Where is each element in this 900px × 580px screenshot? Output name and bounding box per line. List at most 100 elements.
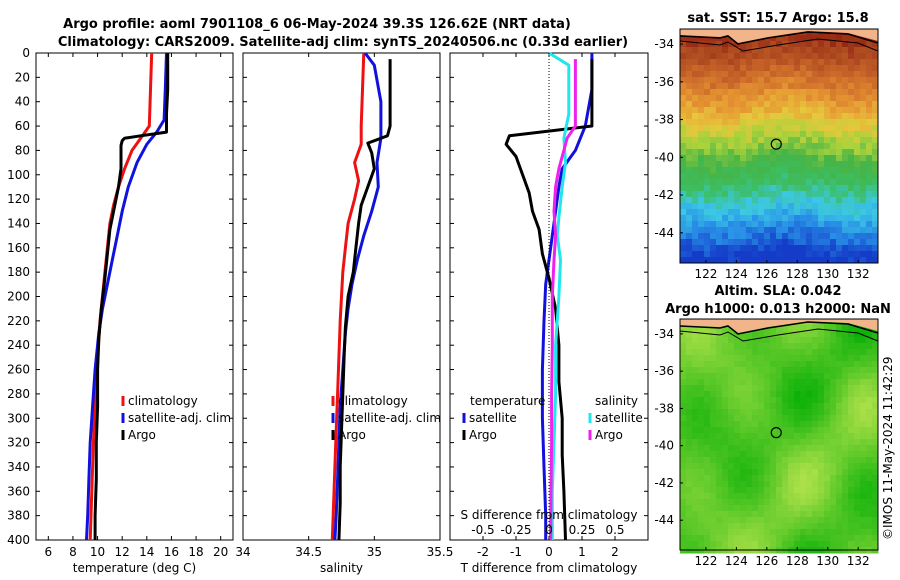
map-cell xyxy=(710,529,717,536)
map-cell xyxy=(716,331,723,338)
map-cell xyxy=(734,203,741,210)
map-cell xyxy=(734,487,741,494)
map-cell xyxy=(866,367,873,374)
map-cell xyxy=(812,385,819,392)
map-cell xyxy=(806,337,813,344)
map-cell xyxy=(830,517,837,524)
map-cell xyxy=(788,523,795,530)
map-cell xyxy=(746,385,753,392)
map-cell xyxy=(824,251,831,258)
map-cell xyxy=(770,107,777,114)
map-cell xyxy=(782,463,789,470)
map-cell xyxy=(686,107,693,114)
map-cell xyxy=(734,113,741,120)
map-cell xyxy=(818,191,825,198)
map-cell xyxy=(812,137,819,144)
map-cell xyxy=(710,403,717,410)
map-cell xyxy=(836,131,843,138)
map-cell xyxy=(872,131,879,138)
map-cell xyxy=(776,77,783,84)
map-cell xyxy=(686,517,693,524)
map-cell xyxy=(704,149,711,156)
map-cell xyxy=(746,403,753,410)
map-cell xyxy=(716,463,723,470)
map-cell xyxy=(806,367,813,374)
map-cell xyxy=(770,83,777,90)
map-cell xyxy=(806,499,813,506)
x-tick-label: 20 xyxy=(213,545,228,559)
s-axis-label: S difference from climatology xyxy=(461,508,638,522)
map-cell xyxy=(746,391,753,398)
y-tick-label: 240 xyxy=(7,338,30,352)
map-cell xyxy=(782,83,789,90)
map-cell xyxy=(788,487,795,494)
map-cell xyxy=(812,197,819,204)
map-cell xyxy=(872,149,879,156)
map-cell xyxy=(860,367,867,374)
map-cell xyxy=(830,463,837,470)
map-cell xyxy=(746,475,753,482)
map-cell xyxy=(692,191,699,198)
map-cell xyxy=(806,215,813,222)
map-cell xyxy=(776,227,783,234)
map-cell xyxy=(752,469,759,476)
map-cell xyxy=(818,179,825,186)
map-cell xyxy=(788,179,795,186)
map-cell xyxy=(686,47,693,54)
map-cell xyxy=(788,325,795,332)
map-cell xyxy=(800,487,807,494)
map-cell xyxy=(686,343,693,350)
map-cell xyxy=(788,469,795,476)
map-cell xyxy=(704,251,711,258)
map-cell xyxy=(812,343,819,350)
map-cell xyxy=(764,337,771,344)
map-cell xyxy=(776,469,783,476)
map-cell xyxy=(872,415,879,422)
map-cell xyxy=(818,101,825,108)
map-cell xyxy=(872,379,879,386)
map-cell xyxy=(872,173,879,180)
map-cell xyxy=(770,227,777,234)
map-cell xyxy=(722,445,729,452)
map-cell xyxy=(824,47,831,54)
map-cell xyxy=(872,397,879,404)
map-cell xyxy=(794,71,801,78)
map-cell xyxy=(866,47,873,54)
map-cell xyxy=(824,113,831,120)
map-cell xyxy=(704,415,711,422)
map-x-tick-label: 126 xyxy=(755,267,778,281)
map-cell xyxy=(752,119,759,126)
map-cell xyxy=(716,197,723,204)
map-cell xyxy=(680,433,687,440)
map-cell xyxy=(872,535,879,542)
map-cell xyxy=(722,65,729,72)
map-cell xyxy=(686,331,693,338)
map-cell xyxy=(866,89,873,96)
map-cell xyxy=(836,125,843,132)
map-cell xyxy=(740,337,747,344)
map-cell xyxy=(716,233,723,240)
map-cell xyxy=(830,523,837,530)
map-cell xyxy=(782,185,789,192)
map-cell xyxy=(698,475,705,482)
map-cell xyxy=(740,155,747,162)
map-cell xyxy=(806,83,813,90)
map-cell xyxy=(740,167,747,174)
map-cell xyxy=(794,343,801,350)
map-cell xyxy=(872,493,879,500)
map-cell xyxy=(860,445,867,452)
map-cell xyxy=(860,245,867,252)
map-cell xyxy=(716,41,723,48)
map-cell xyxy=(776,379,783,386)
map-cell xyxy=(812,475,819,482)
map-x-tick-label: 128 xyxy=(786,554,809,568)
map-cell xyxy=(764,65,771,72)
map-cell xyxy=(830,203,837,210)
map-cell xyxy=(746,499,753,506)
map-cell xyxy=(698,463,705,470)
map-cell xyxy=(734,65,741,72)
map-cell xyxy=(812,481,819,488)
map-cell xyxy=(686,337,693,344)
map-cell xyxy=(806,343,813,350)
map-cell xyxy=(824,469,831,476)
